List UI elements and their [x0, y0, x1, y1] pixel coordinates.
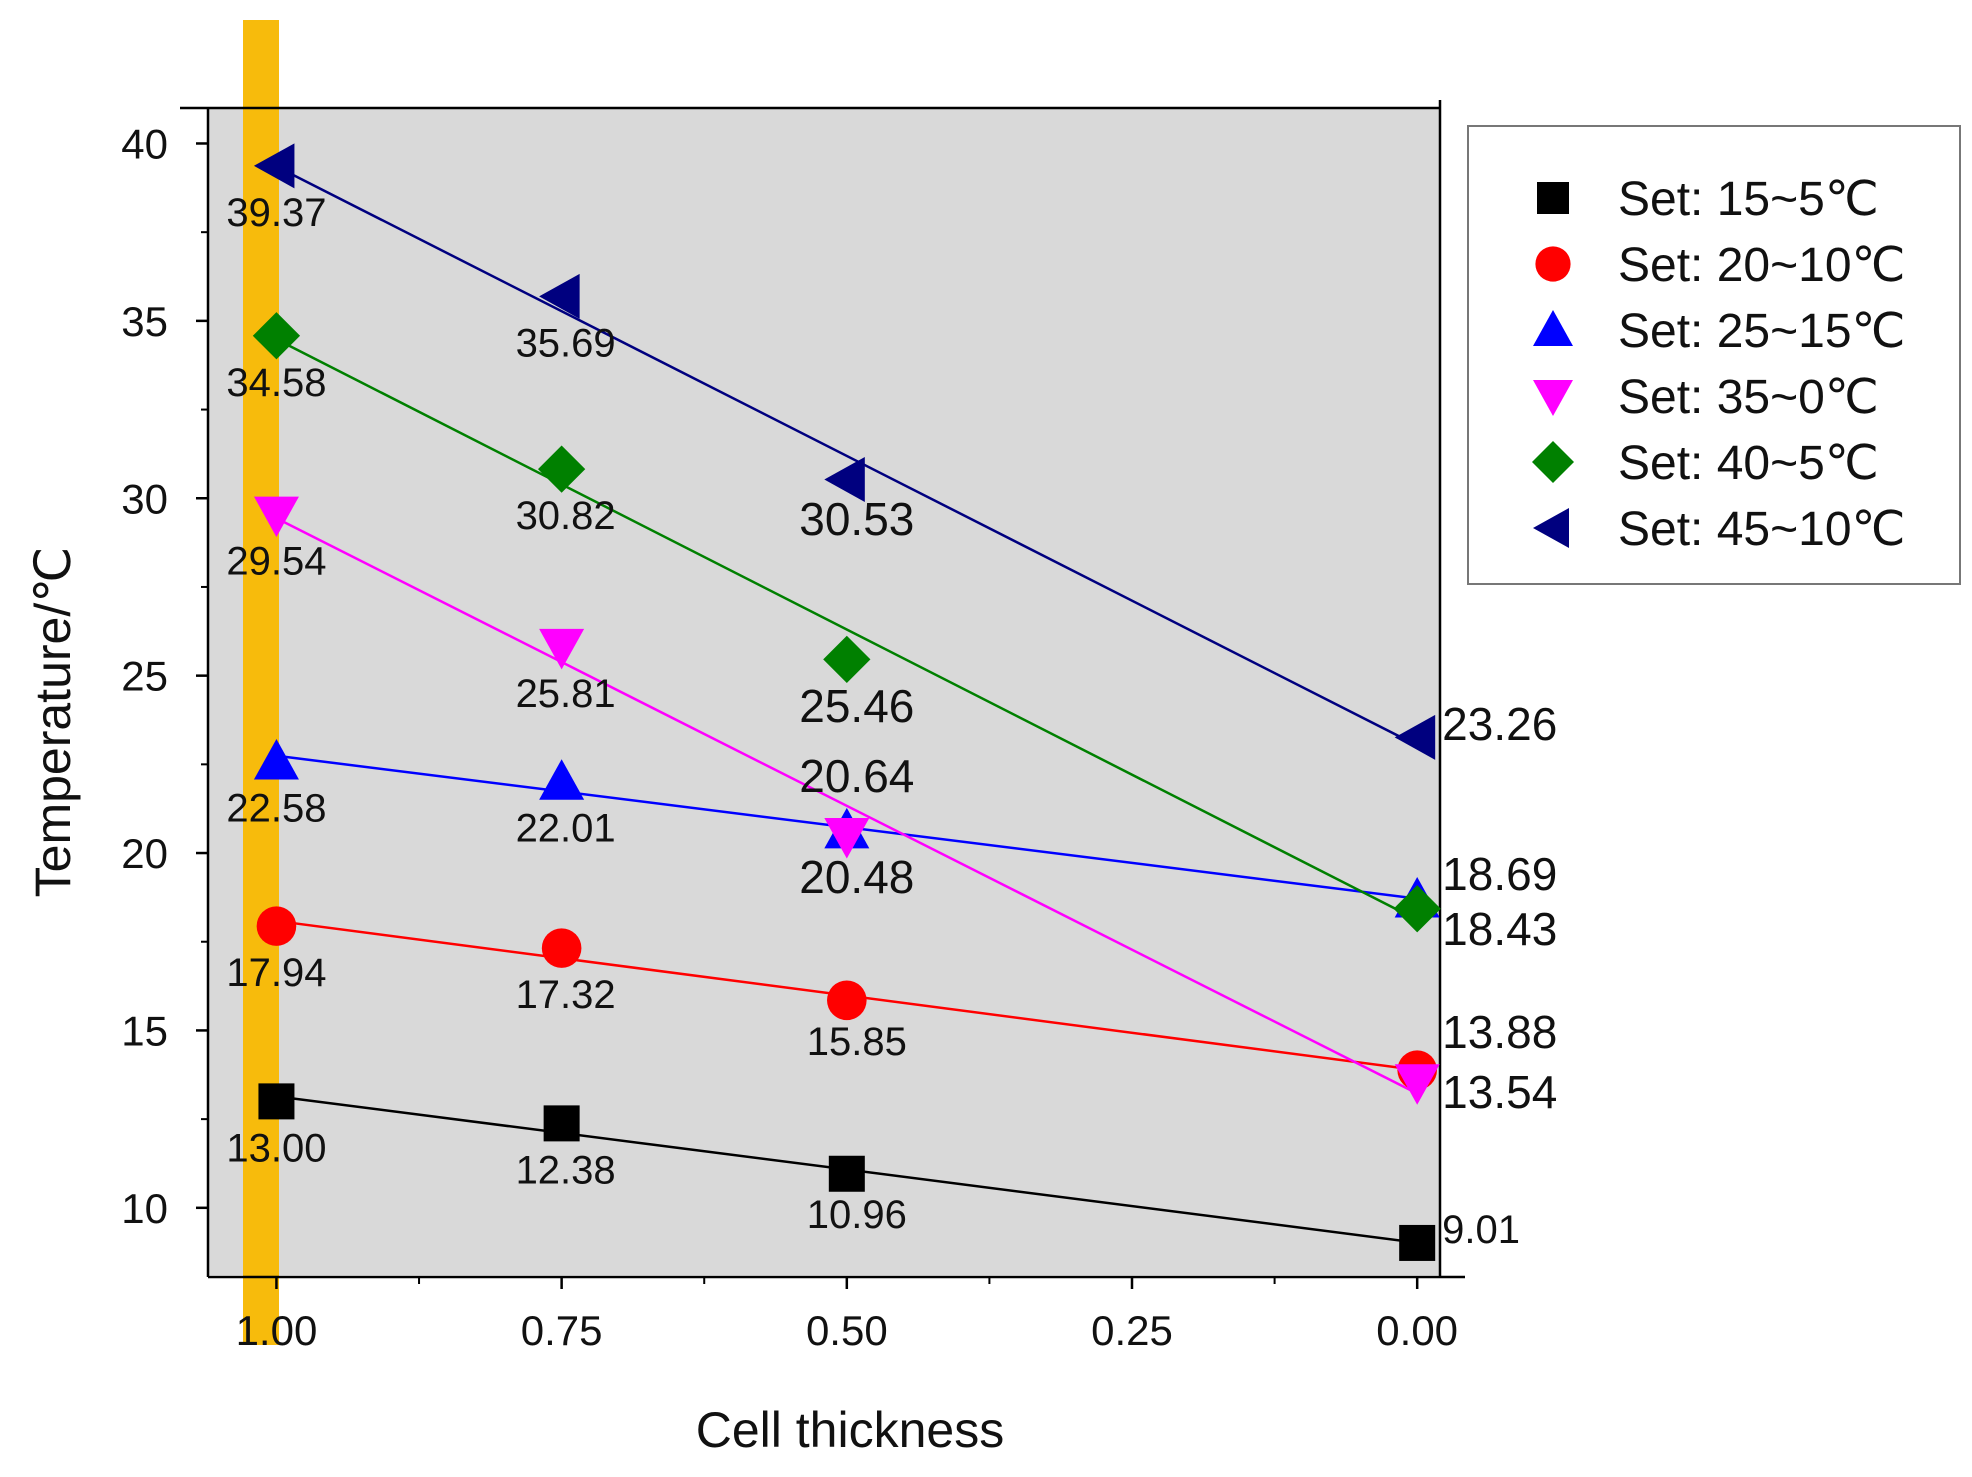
y-tick-label: 25: [121, 653, 168, 700]
data-label: 10.96: [807, 1193, 907, 1237]
data-point: [252, 312, 301, 360]
data-point: [253, 739, 299, 780]
x-axis-title: Cell thickness: [696, 1402, 1004, 1458]
data-label: 18.43: [1442, 903, 1557, 955]
y-tick-label: 40: [121, 120, 168, 167]
legend-marker: [1533, 380, 1573, 416]
x-tick-label: 0.25: [1091, 1307, 1173, 1354]
ticks: 1.00 0.75 0.50 0.25 0.00 10 15 20 25 30 35 40: [121, 120, 1458, 1354]
data-point: [1394, 714, 1436, 760]
data-point: [258, 1083, 295, 1120]
legend-label: Set: 35~0℃: [1618, 371, 1879, 424]
data-point: [1393, 885, 1441, 933]
legend-marker: [1533, 310, 1573, 346]
data-label: 23.26: [1442, 698, 1557, 750]
data-label: 13.88: [1442, 1006, 1557, 1058]
data-label: 34.58: [226, 361, 326, 405]
data-label: 39.37: [226, 191, 326, 235]
data-point: [539, 759, 585, 800]
trend-line: [275, 517, 1418, 1095]
data-point: [1399, 1224, 1436, 1261]
legend-marker: [1532, 441, 1574, 483]
data-label: 17.32: [516, 973, 616, 1017]
data-point: [543, 1105, 580, 1142]
legend-label: Set: 40~5℃: [1618, 437, 1879, 490]
data-label: 18.69: [1442, 848, 1557, 900]
plot-background: [208, 108, 1440, 1275]
data-point: [538, 445, 586, 493]
data-label: 30.53: [799, 493, 914, 545]
data-label: 35.69: [516, 321, 616, 365]
data-point: [828, 1155, 865, 1192]
markers: [252, 143, 1441, 1261]
data-label: 17.94: [226, 951, 326, 995]
data-point: [253, 496, 299, 538]
data-label: 9.01: [1442, 1208, 1520, 1252]
y-tick-label: 10: [121, 1185, 168, 1232]
data-label: 29.54: [226, 540, 326, 584]
data-point: [539, 628, 585, 670]
x-tick-label: 0.75: [521, 1307, 603, 1354]
data-label: 25.81: [516, 672, 616, 716]
legend: Set: 15~5℃ Set: 20~10℃ Set: 25~15℃ Set: 35~…: [1467, 125, 1961, 585]
x-tick-label: 0.50: [806, 1307, 888, 1354]
legend-label: Set: 25~15℃: [1618, 305, 1905, 358]
y-tick-label: 15: [121, 1007, 168, 1054]
legend-marker: [1533, 508, 1569, 548]
data-point: [539, 273, 580, 319]
data-point: [827, 980, 867, 1021]
legend-marker: [1535, 246, 1571, 282]
data-labels: 13.00 12.38 10.96 9.01 17.94 17.32 15.85 13.88 2…: [226, 191, 1557, 1252]
x-tick-label: 1.00: [236, 1307, 318, 1354]
trend-line: [275, 338, 1418, 921]
legend-label: Set: 20~10℃: [1618, 239, 1905, 292]
data-label: 22.58: [226, 787, 326, 831]
y-tick-label: 20: [121, 830, 168, 877]
y-tick-label: 35: [121, 298, 168, 345]
data-point: [541, 928, 582, 968]
data-point: [824, 456, 865, 502]
highlight-band: [243, 20, 279, 1345]
data-point: [256, 906, 297, 946]
data-label: 30.82: [516, 494, 616, 538]
y-axis-title: Temperature/℃: [25, 547, 81, 898]
data-label: 15.85: [807, 1020, 907, 1064]
y-tick-label: 30: [121, 475, 168, 522]
legend-items: Set: 15~5℃ Set: 20~10℃ Set: 25~15℃ Set: 35~…: [1532, 173, 1905, 556]
data-point: [824, 818, 870, 859]
data-label: 13.54: [1442, 1066, 1557, 1118]
data-label: 22.01: [516, 807, 616, 851]
axes: [180, 100, 1465, 1279]
legend-label: Set: 15~5℃: [1618, 173, 1879, 226]
legend-marker: [1537, 182, 1569, 214]
data-label: 20.48: [799, 851, 914, 903]
data-label: 25.46: [799, 680, 914, 732]
data-point: [823, 635, 871, 683]
x-tick-label: 0.00: [1376, 1307, 1458, 1354]
data-point: [253, 143, 295, 189]
data-label: 12.38: [516, 1148, 616, 1192]
data-point: [1394, 1064, 1440, 1105]
data-label: 13.00: [226, 1126, 326, 1170]
trend-line: [275, 165, 1418, 747]
legend-label: Set: 45~10℃: [1618, 503, 1905, 556]
data-label: 20.64: [799, 750, 914, 802]
